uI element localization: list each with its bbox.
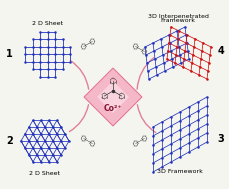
Text: 3: 3 [216, 134, 223, 144]
Text: 1: 1 [6, 49, 13, 59]
Text: 3D Framework: 3D Framework [156, 169, 202, 174]
FancyArrowPatch shape [70, 60, 88, 89]
Text: 3D Interpenetrated: 3D Interpenetrated [147, 14, 207, 19]
FancyArrowPatch shape [137, 105, 155, 132]
Text: 4: 4 [216, 46, 223, 56]
Polygon shape [97, 81, 128, 113]
FancyArrowPatch shape [136, 58, 153, 89]
Text: 2: 2 [6, 136, 13, 146]
Text: Co²⁺: Co²⁺ [103, 105, 122, 114]
Polygon shape [84, 68, 141, 126]
FancyArrowPatch shape [69, 105, 88, 132]
Text: 2 D Sheet: 2 D Sheet [32, 21, 63, 26]
Text: 2 D Sheet: 2 D Sheet [29, 171, 60, 176]
Text: Framework: Framework [160, 18, 195, 23]
